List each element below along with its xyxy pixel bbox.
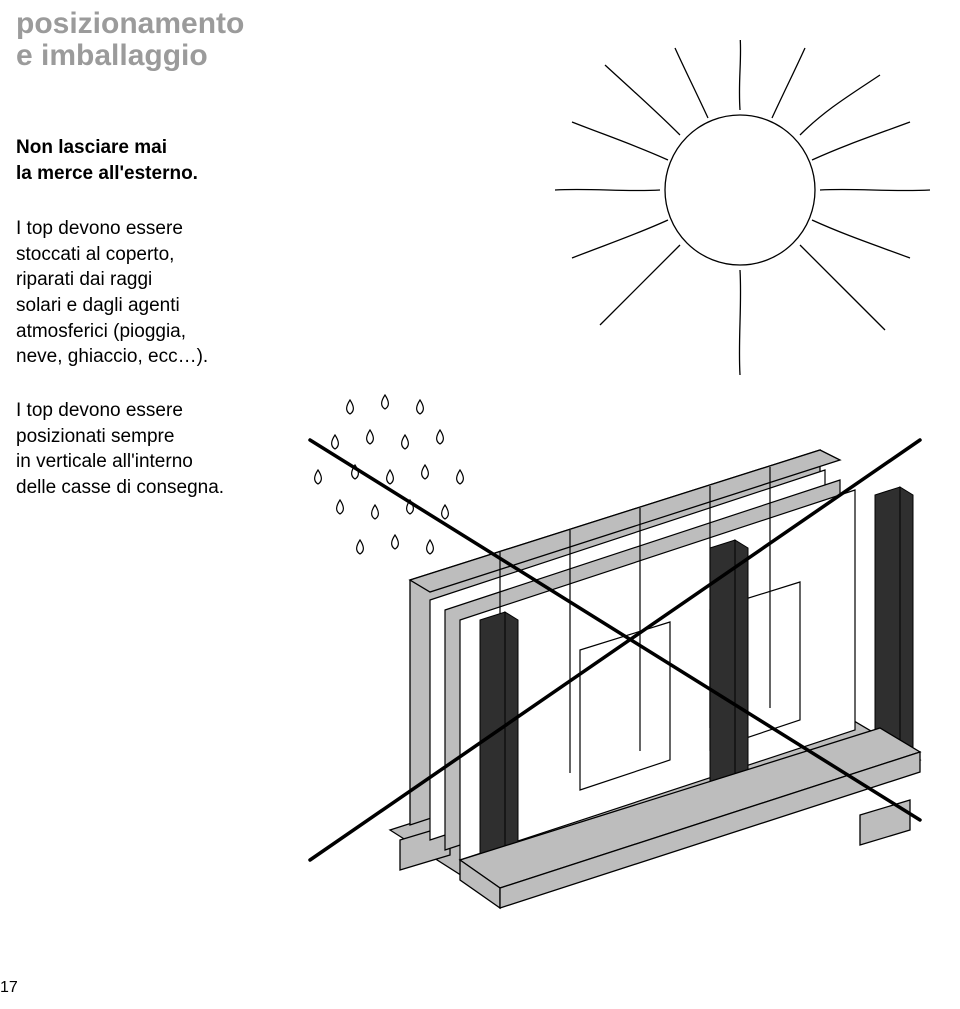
illustration bbox=[280, 40, 940, 940]
paragraph-3: I top devono essereposizionati semprein … bbox=[16, 398, 224, 501]
page-number: 17 bbox=[0, 979, 18, 997]
page: posizionamento e imballaggio Non lasciar… bbox=[0, 0, 960, 1009]
section-heading: posizionamento e imballaggio bbox=[16, 8, 244, 71]
sun-icon bbox=[555, 40, 930, 375]
paragraph-1: Non lasciare maila merce all'esterno. bbox=[16, 135, 198, 186]
paragraph-2: I top devono esserestoccati al coperto,r… bbox=[16, 216, 208, 370]
heading-line2: e imballaggio bbox=[16, 39, 208, 72]
heading-line1: posizionamento bbox=[16, 7, 244, 40]
crate-illustration bbox=[390, 450, 920, 908]
rain-icon bbox=[315, 395, 464, 554]
